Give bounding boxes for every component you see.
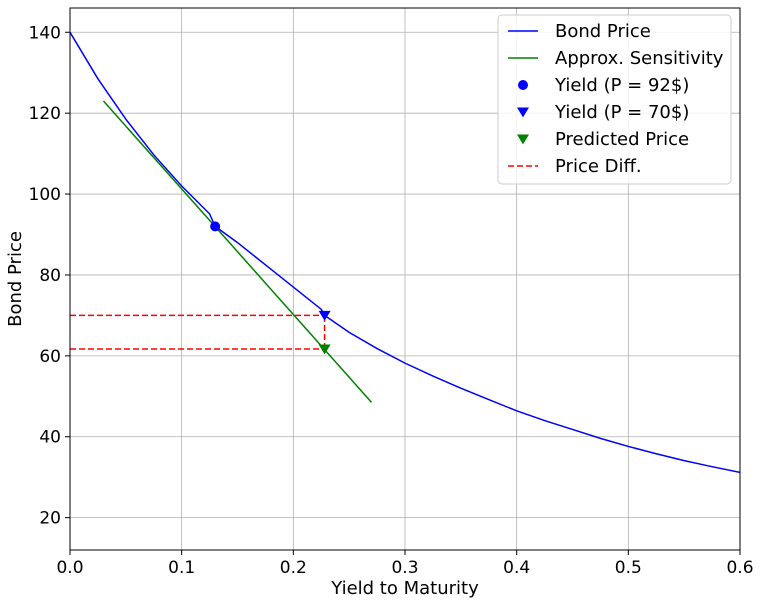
legend-label: Predicted Price (555, 129, 689, 150)
legend-label: Price Diff. (555, 156, 642, 177)
yield-p-70-point (318, 310, 331, 321)
legend-label: Yield (P = 70$) (554, 102, 689, 123)
legend-box (497, 14, 732, 185)
approx-sensitivity-line (102, 100, 373, 403)
y-tick-label: 20 (39, 509, 61, 529)
x-tick-label: 0.0 (56, 558, 83, 578)
y-tick-label: 100 (29, 185, 61, 205)
y-tick-label: 120 (29, 104, 61, 124)
x-tick-label: 0.4 (503, 558, 530, 578)
y-tick-label: 60 (39, 347, 61, 367)
legend-handle-triangle (517, 107, 529, 118)
series-layer (70, 31, 740, 474)
x-tick-label: 0.1 (168, 558, 195, 578)
predicted-price-point (318, 344, 331, 355)
y-tick-label: 140 (29, 23, 61, 43)
grid (69, 8, 741, 550)
legend-handle-circle (518, 80, 528, 90)
bond-price-line (70, 31, 740, 474)
legend-label: Bond Price (555, 21, 651, 42)
x-tick-label: 0.2 (280, 558, 307, 578)
x-axis-label: Yield to Maturity (330, 578, 479, 599)
y-tick-label: 40 (39, 428, 61, 448)
yield-p-92-point (210, 221, 221, 232)
x-tick-label: 0.5 (615, 558, 642, 578)
legend-label: Yield (P = 92$) (554, 75, 689, 96)
legend: Bond Price Approx. Sensitivity Yield (P = … (497, 14, 732, 185)
legend-label: Approx. Sensitivity (555, 48, 724, 69)
y-axis-label: Bond Price (5, 231, 26, 327)
y-tick-label: 80 (39, 266, 61, 286)
x-tick-label: 0.6 (726, 558, 753, 578)
legend-handle-triangle (517, 134, 529, 145)
x-tick-label: 0.3 (391, 558, 418, 578)
ticks: 0.0 0.1 0.2 0.3 0.4 0.5 0.6 20 40 60 80 100 120 140 (29, 23, 754, 578)
